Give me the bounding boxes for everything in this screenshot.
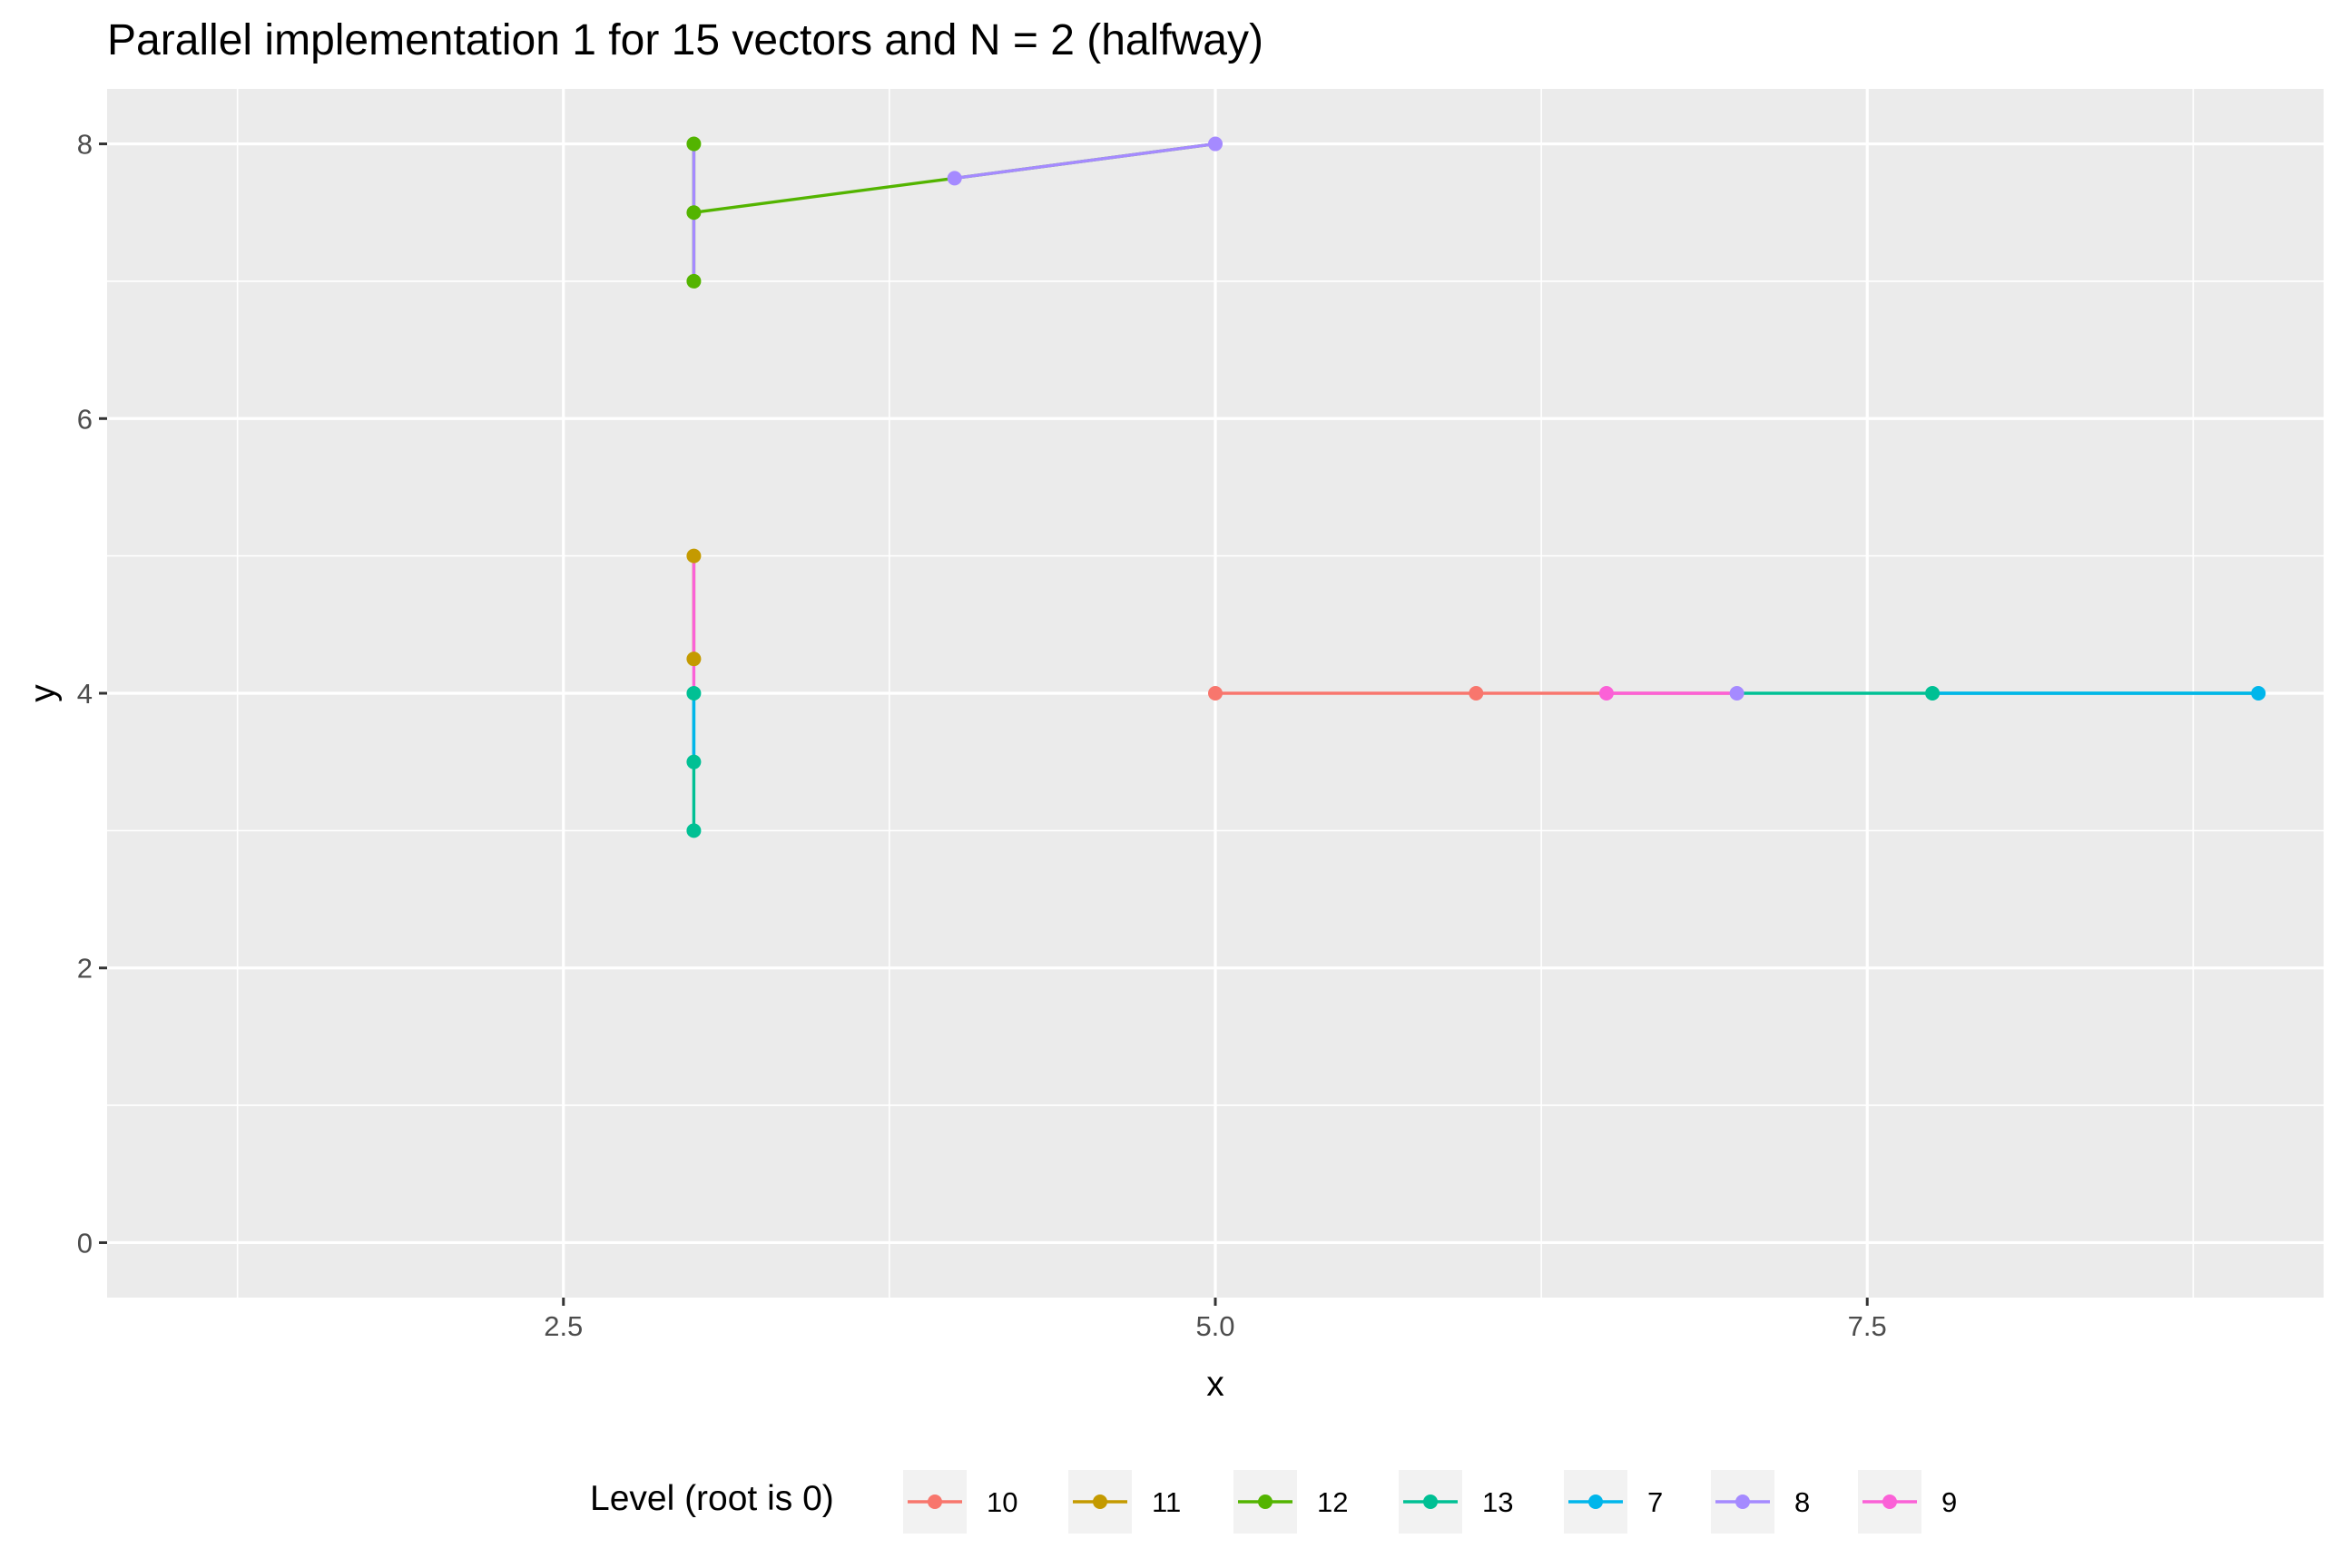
data-point-10 — [1208, 686, 1223, 701]
y-axis-ticks: 0 2 4 6 8 — [77, 129, 107, 1259]
data-point-7 — [2251, 686, 2266, 701]
legend: Level (root is 0) 10 11 12 13 7 8 9 — [590, 1470, 1957, 1534]
data-point-8 — [1729, 686, 1744, 701]
legend-point-11 — [1093, 1494, 1107, 1509]
data-point-8 — [947, 171, 962, 186]
data-point-12 — [686, 136, 702, 152]
data-point-11 — [686, 652, 702, 667]
legend-label-11: 11 — [1152, 1486, 1181, 1518]
x-axis-title: x — [1206, 1365, 1224, 1404]
x-axis-ticks: 2.5 5.0 7.5 — [544, 1298, 1887, 1342]
data-point-11 — [686, 548, 702, 564]
data-point-13 — [686, 823, 702, 838]
data-point-13 — [686, 754, 702, 769]
y-tick-label: 6 — [77, 403, 93, 435]
data-point-9 — [1598, 686, 1614, 701]
legend-point-13 — [1423, 1494, 1438, 1509]
data-point-12 — [686, 273, 702, 289]
x-tick-label: 2.5 — [544, 1310, 583, 1342]
legend-label-8: 8 — [1794, 1486, 1810, 1518]
legend-label-7: 7 — [1647, 1486, 1663, 1518]
legend-point-9 — [1882, 1494, 1897, 1509]
data-point-10 — [1469, 686, 1484, 701]
legend-label-12: 12 — [1317, 1486, 1348, 1518]
series-line-12 — [693, 176, 955, 214]
data-points — [686, 136, 2266, 838]
x-tick-label: 5.0 — [1195, 1310, 1234, 1342]
legend-items: 10 11 12 13 7 8 9 — [903, 1470, 1957, 1534]
data-point-8 — [1208, 136, 1223, 152]
series-line-8 — [954, 142, 1216, 181]
data-point-13 — [686, 686, 702, 701]
y-tick-label: 0 — [77, 1227, 93, 1259]
y-tick-label: 2 — [77, 953, 93, 985]
legend-point-12 — [1258, 1494, 1273, 1509]
y-tick-label: 8 — [77, 129, 93, 161]
legend-point-10 — [928, 1494, 942, 1509]
data-point-12 — [686, 205, 702, 220]
x-tick-label: 7.5 — [1848, 1310, 1887, 1342]
y-tick-label: 4 — [77, 678, 93, 710]
legend-label-10: 10 — [987, 1486, 1017, 1518]
chart-title: Parallel implementation 1 for 15 vectors… — [107, 16, 1263, 64]
data-point-13 — [1925, 686, 1941, 701]
legend-label-13: 13 — [1482, 1486, 1513, 1518]
legend-point-7 — [1588, 1494, 1603, 1509]
y-axis-title: y — [24, 684, 63, 702]
legend-point-8 — [1735, 1494, 1750, 1509]
legend-title: Level (root is 0) — [590, 1479, 834, 1518]
legend-label-9: 9 — [1941, 1486, 1957, 1518]
